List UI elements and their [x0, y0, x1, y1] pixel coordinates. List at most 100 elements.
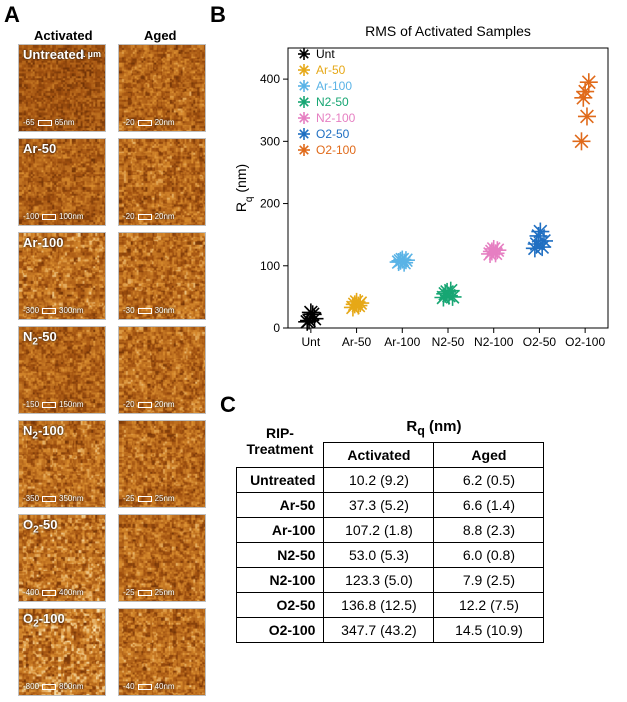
afm-image-activated: O2-50 -400400nm — [18, 514, 106, 602]
asterisk-marker — [298, 64, 310, 76]
table-column-header: Activated — [324, 443, 434, 468]
asterisk-marker — [535, 232, 553, 250]
afm-scale-left: -150150nm — [23, 400, 83, 409]
asterisk-marker — [351, 294, 369, 312]
afm-row-label: N2-100 — [23, 423, 64, 442]
afm-scale-right: -4040nm — [123, 682, 175, 691]
afm-scale-left: -300300nm — [23, 306, 83, 315]
table-column-header: Aged — [434, 443, 544, 468]
legend: UntAr-50Ar-100N2-50N2-100O2-50O2-100 — [298, 47, 356, 157]
afm-scale-left: -800800nm — [23, 682, 83, 691]
table-row: Untreated10.2 (9.2)6.2 (0.5) — [237, 468, 544, 493]
asterisk-marker — [488, 241, 506, 259]
afm-scale-right: -2020nm — [123, 118, 175, 127]
panel-b-label: B — [210, 2, 226, 28]
asterisk-marker — [580, 73, 598, 91]
afm-image-activated: Untreated-6565nm1 µm — [18, 44, 106, 132]
asterisk-marker — [298, 96, 310, 108]
afm-row: Untreated-6565nm1 µm-2020nm — [18, 44, 208, 138]
y-tick-label: 300 — [260, 134, 280, 148]
afm-row: Ar-100 -300300nm -3030nm — [18, 232, 208, 326]
afm-row-label: Untreated — [23, 47, 84, 62]
panel-a-header-aged: Aged — [144, 28, 177, 43]
asterisk-marker — [572, 132, 590, 150]
afm-row: N2-100 -350350nm -2525nm — [18, 420, 208, 514]
afm-row: O2-100 -800800nm -4040nm — [18, 608, 208, 702]
afm-image-aged: -2525nm — [118, 514, 206, 602]
table-row: O2-100347.7 (43.2)14.5 (10.9) — [237, 618, 544, 643]
chart-title: RMS of Activated Samples — [365, 23, 531, 39]
table-row: N2-5053.0 (5.3)6.0 (0.8) — [237, 543, 544, 568]
afm-row-label: O2-50 — [23, 517, 57, 536]
afm-image-aged: -2020nm — [118, 138, 206, 226]
table-row: Ar-100107.2 (1.8)8.8 (2.3) — [237, 518, 544, 543]
table-cell-aged: 12.2 (7.5) — [434, 593, 544, 618]
afm-scale-right: -3030nm — [123, 306, 175, 315]
table-cell-activated: 136.8 (12.5) — [324, 593, 434, 618]
afm-row: N2-50 -150150nm -2020nm — [18, 326, 208, 420]
table-cell-activated: 37.3 (5.2) — [324, 493, 434, 518]
afm-image-aged: -4040nm — [118, 608, 206, 696]
table-row-label: N2-100 — [237, 568, 324, 593]
afm-row-label: O2-100 — [23, 611, 65, 630]
panel-a-header-activated: Activated — [34, 28, 93, 43]
table-superheader: Rq (nm) — [324, 414, 544, 443]
y-tick-label: 400 — [260, 72, 280, 86]
afm-row-label: N2-50 — [23, 329, 57, 348]
afm-row: O2-50 -400400nm -2525nm — [18, 514, 208, 608]
table-side-label: RIP-Treatment — [237, 414, 324, 468]
table-cell-aged: 6.2 (0.5) — [434, 468, 544, 493]
afm-scale-right: -2525nm — [123, 588, 175, 597]
table-cell-aged: 6.6 (1.4) — [434, 493, 544, 518]
x-tick-label: N2-100 — [474, 335, 514, 349]
afm-image-aged: -2020nm — [118, 44, 206, 132]
panel-a-label: A — [4, 2, 20, 28]
afm-scale-left: -350350nm — [23, 494, 83, 503]
panel-c-table-container: RIP-TreatmentRq (nm)ActivatedAgedUntreat… — [236, 414, 616, 643]
table-cell-activated: 10.2 (9.2) — [324, 468, 434, 493]
afm-scale-right: -2020nm — [123, 212, 175, 221]
afm-image-activated: N2-100 -350350nm — [18, 420, 106, 508]
table-cell-activated: 107.2 (1.8) — [324, 518, 434, 543]
panel-c-label: C — [220, 392, 236, 418]
x-tick-label: Unt — [302, 335, 321, 349]
table-row-label: O2-50 — [237, 593, 324, 618]
legend-label: Ar-100 — [316, 79, 352, 93]
afm-image-activated: Ar-50-100100nm — [18, 138, 106, 226]
table-cell-activated: 123.3 (5.0) — [324, 568, 434, 593]
afm-image-activated: Ar-100 -300300nm — [18, 232, 106, 320]
legend-label: Ar-50 — [316, 63, 346, 77]
table-cell-aged: 6.0 (0.8) — [434, 543, 544, 568]
table-cell-activated: 53.0 (5.3) — [324, 543, 434, 568]
table-row: N2-100123.3 (5.0)7.9 (2.5) — [237, 568, 544, 593]
asterisk-marker — [298, 112, 310, 124]
afm-row: Ar-50-100100nm -2020nm — [18, 138, 208, 232]
afm-image-activated: N2-50 -150150nm — [18, 326, 106, 414]
legend-label: N2-50 — [316, 95, 349, 109]
x-tick-label: N2-50 — [432, 335, 465, 349]
y-tick-label: 100 — [260, 259, 280, 273]
afm-scale-right: -2525nm — [123, 494, 175, 503]
legend-label: O2-50 — [316, 127, 350, 141]
afm-scale-left: -6565nm — [23, 118, 75, 127]
afm-scale-right: -2020nm — [123, 400, 175, 409]
asterisk-marker — [306, 310, 324, 328]
legend-label: O2-100 — [316, 143, 356, 157]
afm-row-label: Ar-100 — [23, 235, 63, 250]
table-cell-aged: 8.8 (2.3) — [434, 518, 544, 543]
table-row-label: O2-100 — [237, 618, 324, 643]
x-tick-label: O2-50 — [523, 335, 557, 349]
y-axis-label: Rq (nm) — [233, 164, 255, 212]
panel-b-chart: RMS of Activated Samples0100200300400Rq … — [230, 18, 620, 378]
table-cell-activated: 347.7 (43.2) — [324, 618, 434, 643]
rq-table: RIP-TreatmentRq (nm)ActivatedAgedUntreat… — [236, 414, 544, 643]
y-tick-label: 0 — [273, 321, 280, 335]
afm-image-activated: O2-100 -800800nm — [18, 608, 106, 696]
table-row-label: N2-50 — [237, 543, 324, 568]
legend-label: N2-100 — [316, 111, 356, 125]
table-row-label: Ar-100 — [237, 518, 324, 543]
asterisk-marker — [298, 80, 310, 92]
asterisk-marker — [298, 48, 310, 60]
table-cell-aged: 14.5 (10.9) — [434, 618, 544, 643]
afm-scale-left: -400400nm — [23, 588, 83, 597]
